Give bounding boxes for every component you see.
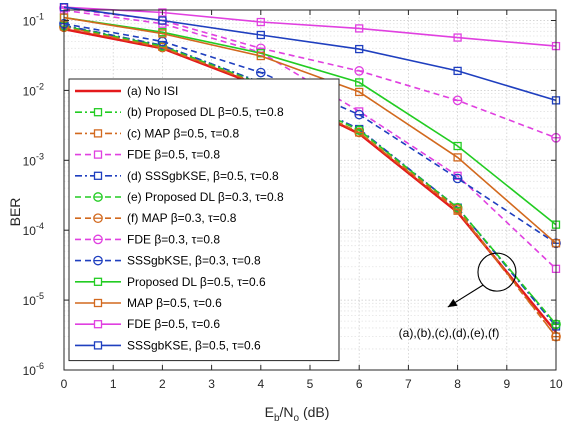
data-point-square xyxy=(256,30,265,40)
legend-entry-10: MAP β=0.5, τ=0.6 xyxy=(75,296,222,310)
legend-entry-11: FDE β=0.5, τ=0.6 xyxy=(75,317,220,331)
annotation-circle xyxy=(477,252,517,292)
x-tick-label: 9 xyxy=(503,377,510,391)
data-point-square xyxy=(453,33,462,42)
legend-entry-6: (f) MAP β=0.3, τ=0.8 xyxy=(75,211,237,225)
legend-label: SSSgbKSE, β=0.3, τ=0.8 xyxy=(127,254,261,268)
data-point-square xyxy=(355,44,364,54)
legend-entry-3: FDE β=0.5, τ=0.8 xyxy=(75,148,220,162)
x-tick-label: 0 xyxy=(61,377,68,391)
legend-entry-4: (d) SSSgbKSE, β=0.5, τ=0.8 xyxy=(75,169,279,183)
legend-entry-5: (e) Proposed DL β=0.3, τ=0.8 xyxy=(75,190,284,204)
legend-label: FDE β=0.3, τ=0.8 xyxy=(127,232,220,246)
data-point-square xyxy=(355,87,364,97)
series-line-9 xyxy=(63,16,557,226)
data-point-circle xyxy=(452,95,463,106)
legend-label: Proposed DL β=0.5, τ=0.6 xyxy=(127,275,266,289)
data-point-square xyxy=(453,153,462,162)
legend-marker-square xyxy=(93,341,103,350)
y-tick-label: 10-4 xyxy=(23,221,44,238)
annotation: (a),(b),(c),(d),(e),(f) xyxy=(399,252,517,340)
series-line-3 xyxy=(63,9,557,270)
data-point-square xyxy=(453,66,462,76)
legend-entry-12: SSSgbKSE, β=0.5, τ=0.6 xyxy=(75,338,261,352)
x-tick-label: 10 xyxy=(549,377,563,391)
legend-marker-square xyxy=(93,108,103,117)
legend-entry-7: FDE β=0.3, τ=0.8 xyxy=(75,232,220,246)
x-tick-label: 3 xyxy=(208,377,215,391)
x-tick-label: 6 xyxy=(356,377,363,391)
series-line-12 xyxy=(63,6,557,102)
legend-marker-square xyxy=(93,277,103,286)
data-point-square xyxy=(158,16,167,25)
x-tick-label: 2 xyxy=(159,377,166,391)
series-line-8 xyxy=(63,22,557,244)
y-axis-label: BER xyxy=(7,198,23,227)
legend-label: SSSgbKSE, β=0.5, τ=0.6 xyxy=(127,338,261,352)
x-tick-label: 7 xyxy=(405,377,412,391)
annotation-arrow-head xyxy=(447,298,458,308)
annotation-text: (a),(b),(c),(d),(e),(f) xyxy=(399,326,500,340)
y-tick-label: 10-1 xyxy=(23,11,44,28)
legend-label: (a) No ISI xyxy=(127,84,178,98)
legend-marker-square xyxy=(93,320,103,329)
legend-marker-square xyxy=(93,171,103,180)
legend: (a) No ISI (b) Proposed DL β=0.5, τ=0.8 (c… xyxy=(68,78,340,362)
x-axis-label: Eb/No (dB) xyxy=(265,404,330,424)
data-point-square xyxy=(355,24,364,33)
legend-marker-square xyxy=(93,150,103,159)
legend-label: FDE β=0.5, τ=0.8 xyxy=(127,148,220,162)
legend-entry-2: (c) MAP β=0.5, τ=0.8 xyxy=(75,126,239,140)
y-tick-label: 10-6 xyxy=(23,361,44,378)
legend-entry-1: (b) Proposed DL β=0.5, τ=0.8 xyxy=(75,105,284,119)
data-point-circle xyxy=(354,109,365,120)
y-tick-label: 10-5 xyxy=(23,291,44,308)
legend-label: (d) SSSgbKSE, β=0.5, τ=0.8 xyxy=(127,169,279,183)
data-point-square xyxy=(256,17,265,27)
legend-label: (b) Proposed DL β=0.5, τ=0.8 xyxy=(127,105,284,119)
data-point-square xyxy=(453,141,462,151)
data-point-square xyxy=(355,78,364,87)
x-tick-label: 4 xyxy=(257,377,264,391)
legend-label: MAP β=0.5, τ=0.6 xyxy=(127,296,222,310)
legend-label: (c) MAP β=0.5, τ=0.8 xyxy=(127,126,239,140)
legend-entry-8: SSSgbKSE, β=0.3, τ=0.8 xyxy=(75,254,261,268)
legend-entry-0: (a) No ISI xyxy=(75,84,178,98)
legend-box xyxy=(68,78,340,362)
data-point-circle xyxy=(452,204,463,215)
legend-entry-9: Proposed DL β=0.5, τ=0.6 xyxy=(75,275,266,289)
series-line-11 xyxy=(63,6,557,47)
y-tick-label: 10-2 xyxy=(23,81,44,98)
data-point-circle xyxy=(157,42,168,53)
data-point-circle xyxy=(255,67,266,78)
x-tick-label: 5 xyxy=(307,377,314,391)
legend-marker-square xyxy=(93,129,103,138)
y-tick-label: 10-3 xyxy=(23,151,44,168)
legend-label: FDE β=0.5, τ=0.6 xyxy=(127,317,220,331)
data-point-circle xyxy=(452,173,463,184)
legend-marker-square xyxy=(93,298,103,308)
data-point-square xyxy=(158,29,167,38)
data-point-circle xyxy=(354,127,365,138)
series-line-10 xyxy=(63,16,557,244)
data-point-square xyxy=(158,8,167,17)
legend-label: (f) MAP β=0.3, τ=0.8 xyxy=(127,211,237,225)
data-point-square xyxy=(256,51,265,61)
tick-labels: 0 1 2 3 4 5 6 7 8 9 10 10-6 10-5 10-4 10-3 10-2 10-1 xyxy=(23,10,563,391)
legend-label: (e) Proposed DL β=0.3, τ=0.8 xyxy=(127,190,284,204)
x-tick-label: 8 xyxy=(454,377,461,391)
data-point-circle xyxy=(354,66,365,76)
x-tick-label: 1 xyxy=(110,377,117,391)
